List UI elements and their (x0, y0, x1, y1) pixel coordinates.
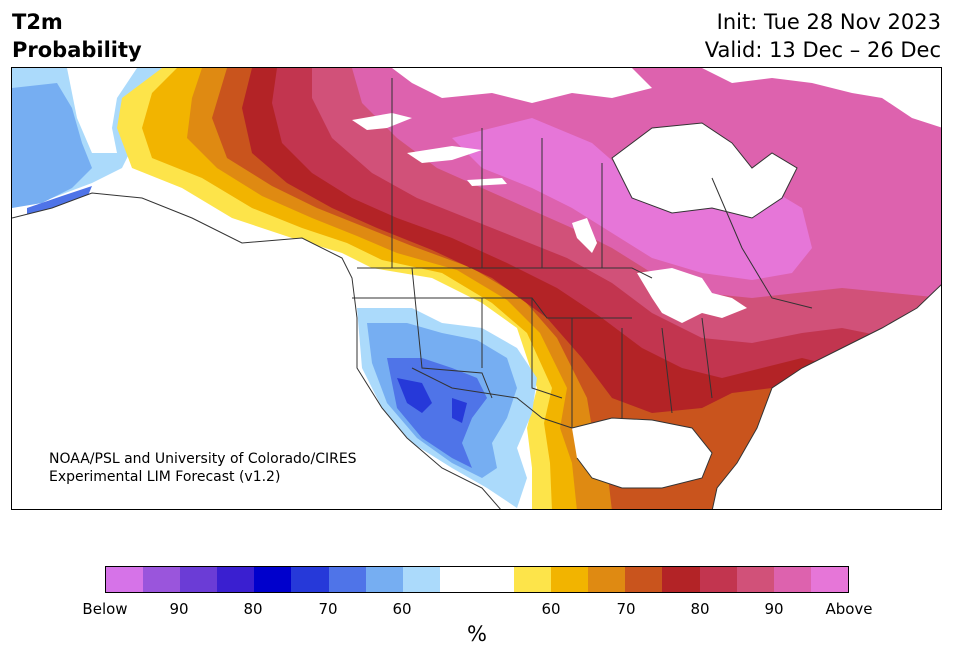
ocean-pacific (12, 193, 501, 509)
colorbar-segment (625, 567, 663, 592)
colorbar-segment (143, 567, 181, 592)
colorbar-tick: Above (825, 600, 873, 618)
colorbar-tick: Below (82, 600, 128, 618)
lake-athabasca (467, 178, 507, 186)
colorbar-segment (551, 567, 589, 592)
colorbar-tick: 60 (392, 600, 412, 618)
credit-text: NOAA/PSL and University of Colorado/CIRE… (49, 450, 357, 486)
colorbar-tick: 80 (690, 600, 710, 618)
title-line-1: T2m (12, 10, 63, 34)
colorbar-tick: 70 (616, 600, 636, 618)
probability-map (11, 67, 942, 510)
colorbar-segment (291, 567, 329, 592)
colorbar-tick: 70 (318, 600, 338, 618)
colorbar-segment (106, 567, 144, 592)
colorbar-unit: % (467, 622, 487, 646)
borders (12, 78, 941, 509)
title-line-2: Probability (12, 38, 142, 62)
lake-great-slave (407, 146, 482, 163)
map-canvas (12, 68, 941, 509)
ocean-gulf (572, 418, 712, 488)
init-date: Init: Tue 28 Nov 2023 (716, 10, 941, 34)
colorbar-segment (810, 567, 848, 592)
colorbar-tick: 60 (541, 600, 561, 618)
colorbar-segment (439, 567, 477, 592)
colorbar-segment (476, 567, 515, 592)
great-lakes (637, 268, 747, 323)
colorbar-segment (365, 567, 403, 592)
map-title: T2m Probability (12, 8, 142, 64)
colorbar-segment (699, 567, 737, 592)
colorbar-tick: 90 (169, 600, 189, 618)
lake-great-bear (352, 113, 412, 130)
region-cool-75 (397, 378, 467, 423)
colorbar-segment (773, 567, 811, 592)
colorbar-segment (180, 567, 218, 592)
valid-range: Valid: 13 Dec – 26 Dec (704, 38, 941, 62)
colorbar-segment (402, 567, 440, 592)
credit-line-2: Experimental LIM Forecast (v1.2) (49, 469, 281, 485)
colorbar-segment (662, 567, 700, 592)
colorbar-segment (514, 567, 552, 592)
ocean-atlantic (712, 284, 941, 509)
credit-line-1: NOAA/PSL and University of Colorado/CIRE… (49, 451, 357, 467)
ocean-baffin (702, 68, 941, 128)
region-alaska-white (67, 68, 137, 153)
colorbar-tick: 80 (243, 600, 263, 618)
forecast-dates: Init: Tue 28 Nov 2023 Valid: 13 Dec – 26… (705, 8, 941, 64)
colorbar-tick: 90 (764, 600, 784, 618)
colorbar-segment (254, 567, 292, 592)
lake-winnipeg (572, 218, 597, 253)
region-alaska-blue (12, 83, 92, 208)
colorbar-segment (736, 567, 774, 592)
colorbar-segment (328, 567, 366, 592)
ocean-hudson-bay (612, 123, 797, 218)
colorbar-segment (217, 567, 255, 592)
colorbar-segment (588, 567, 626, 592)
colorbar (105, 566, 849, 593)
ocean-arctic (392, 68, 652, 103)
